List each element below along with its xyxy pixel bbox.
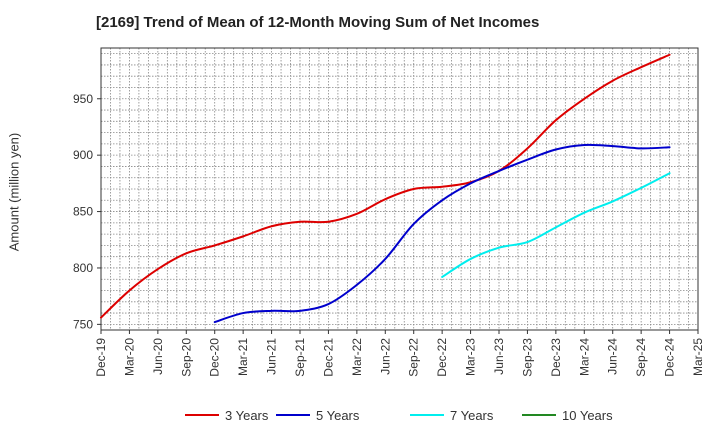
x-tick-label: Dec-19 <box>94 338 108 377</box>
plot-border <box>100 47 699 331</box>
x-tick-label: Dec-21 <box>321 338 335 377</box>
x-tick-label: Mar-20 <box>122 338 136 376</box>
x-tick-label: Mar-25 <box>691 338 705 376</box>
legend-label: 7 Years <box>450 408 494 423</box>
x-tick-label: Dec-20 <box>208 338 222 377</box>
x-tick-label: Dec-22 <box>435 338 449 377</box>
series-line-7-years <box>441 172 671 278</box>
x-tick-label: Mar-23 <box>464 338 478 376</box>
y-tick-label: 750 <box>73 317 93 331</box>
chart-title: [2169] Trend of Mean of 12-Month Moving … <box>96 14 540 31</box>
x-tick-label: Jun-22 <box>378 338 392 375</box>
y-tick-label: 900 <box>73 148 93 162</box>
series-line-5-years <box>213 143 671 324</box>
x-tick-label: Sep-23 <box>520 338 534 377</box>
x-tick-label: Jun-21 <box>265 338 279 375</box>
x-tick-label: Dec-23 <box>549 338 563 377</box>
x-tick-label: Mar-24 <box>577 338 591 376</box>
legend-label: 5 Years <box>316 408 360 423</box>
series-line-3-years <box>100 53 671 319</box>
x-tick-label: Mar-22 <box>350 338 364 376</box>
x-tick-label: Dec-24 <box>663 338 677 377</box>
x-tick-label: Sep-24 <box>634 338 648 377</box>
y-tick-label: 850 <box>73 205 93 219</box>
legend-label: 3 Years <box>225 408 269 423</box>
legend-label: 10 Years <box>562 408 613 423</box>
x-tick-label: Jun-24 <box>606 338 620 375</box>
y-tick-label: 800 <box>73 261 93 275</box>
x-tick-label: Sep-22 <box>407 338 421 377</box>
y-tick-label: 950 <box>73 92 93 106</box>
x-tick-label: Mar-21 <box>236 338 250 376</box>
x-tick-label: Sep-20 <box>179 338 193 377</box>
x-tick-label: Jun-20 <box>151 338 165 375</box>
x-tick-label: Sep-21 <box>293 338 307 377</box>
x-tick-label: Jun-23 <box>492 338 506 375</box>
